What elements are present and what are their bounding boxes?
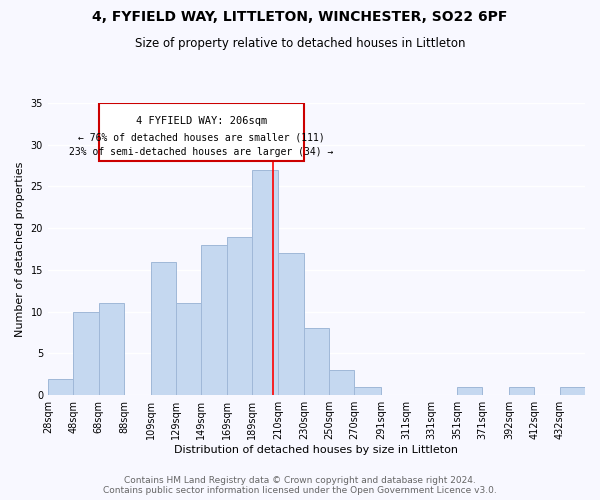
Text: 23% of semi-detached houses are larger (34) →: 23% of semi-detached houses are larger (… — [69, 147, 334, 157]
Text: ← 76% of detached houses are smaller (111): ← 76% of detached houses are smaller (11… — [78, 132, 325, 142]
Bar — [73, 312, 98, 395]
Bar — [278, 254, 304, 395]
Bar — [176, 304, 201, 395]
Bar — [509, 387, 535, 395]
Bar — [227, 236, 252, 395]
Text: 4 FYFIELD WAY: 206sqm: 4 FYFIELD WAY: 206sqm — [136, 116, 267, 126]
Bar — [252, 170, 278, 395]
Bar — [329, 370, 355, 395]
Bar — [560, 387, 585, 395]
X-axis label: Distribution of detached houses by size in Littleton: Distribution of detached houses by size … — [175, 445, 458, 455]
Bar — [201, 245, 227, 395]
Bar — [151, 262, 176, 395]
FancyBboxPatch shape — [98, 103, 304, 162]
Text: 4, FYFIELD WAY, LITTLETON, WINCHESTER, SO22 6PF: 4, FYFIELD WAY, LITTLETON, WINCHESTER, S… — [92, 10, 508, 24]
Text: Size of property relative to detached houses in Littleton: Size of property relative to detached ho… — [135, 38, 465, 51]
Text: Contains HM Land Registry data © Crown copyright and database right 2024.
Contai: Contains HM Land Registry data © Crown c… — [103, 476, 497, 495]
Y-axis label: Number of detached properties: Number of detached properties — [15, 162, 25, 337]
Bar — [355, 387, 381, 395]
Bar — [304, 328, 329, 395]
Bar — [457, 387, 482, 395]
Bar — [48, 378, 73, 395]
Bar — [98, 304, 124, 395]
